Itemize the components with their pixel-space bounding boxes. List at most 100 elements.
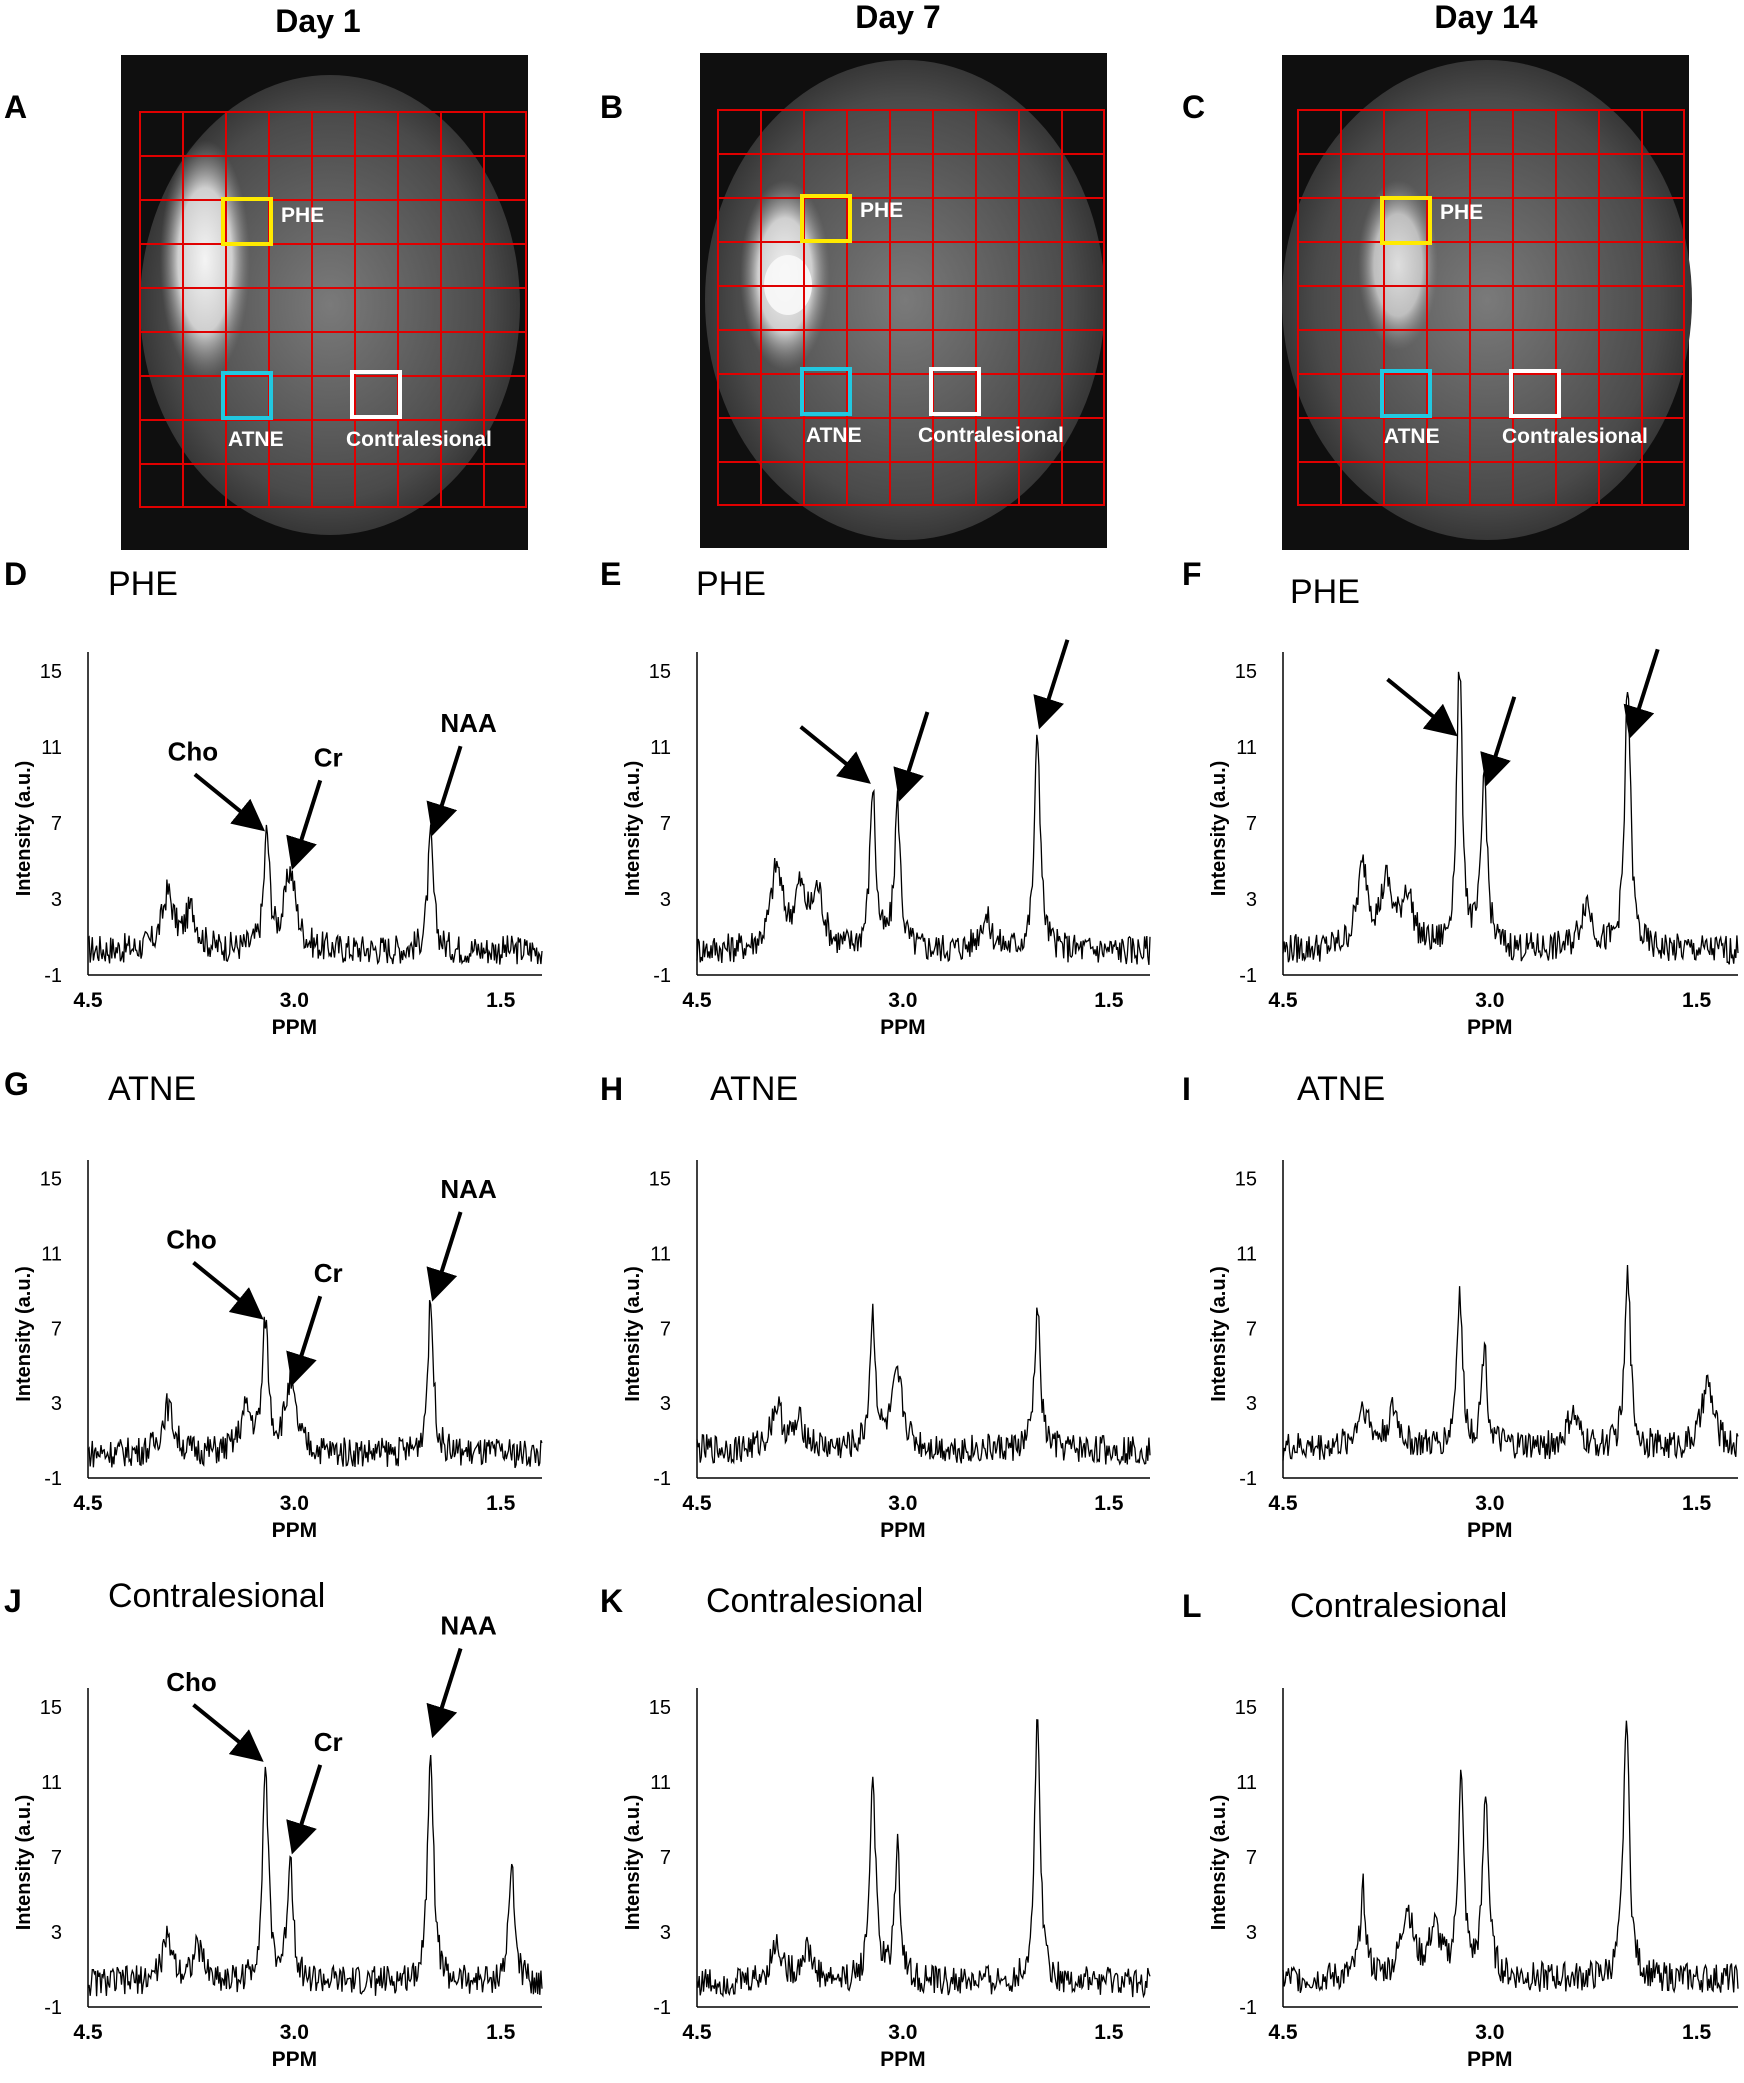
peak-label-naa: NAA [440,1174,497,1204]
x-tick-label: 3.0 [280,2021,309,2044]
peak-arrow [893,711,930,802]
y-axis-label: Intensity (a.u.) [1208,761,1230,897]
x-tick-label: 1.5 [1094,1492,1124,1515]
y-tick-label: 11 [650,1772,671,1794]
x-tick-label: 3.0 [280,1492,309,1515]
x-axis-label: PPM [1467,2048,1513,2071]
spectrum-title: ATNE [710,1070,798,1108]
y-tick-label: 3 [1246,1922,1257,1944]
x-tick-label: 1.5 [486,2021,516,2044]
y-tick-label: 11 [650,737,671,759]
panel-letter: E [600,556,621,592]
x-tick-label: 3.0 [1475,2021,1504,2044]
y-axis-label: Intensity (a.u.) [1208,1266,1230,1402]
x-axis-label: PPM [1467,1016,1513,1039]
peak-arrow [1480,696,1517,787]
x-tick-label: 4.5 [73,1492,103,1515]
peak-label-cho: Cho [166,1667,217,1697]
spectrum-line [696,1719,1151,1999]
voxel-grid [717,109,1105,506]
panel-letter: K [600,1583,623,1619]
peak-arrow [286,1295,323,1386]
y-tick-label: 11 [1236,737,1257,759]
y-tick-label: 15 [1235,1697,1257,1719]
x-axis-label: PPM [272,2048,318,2071]
x-axis-label: PPM [880,1016,926,1039]
x-tick-label: 3.0 [1475,1492,1504,1515]
spectrum-line [1282,671,1739,965]
y-axis-label: Intensity (a.u.) [13,1266,35,1402]
y-tick-label: 7 [51,1318,62,1340]
spectra-layer: D PHE 15 11 7 3 -1 4.5 3.0 1.5 PPM Intensity (a.u.)… [4,556,1739,2071]
y-tick-label: 15 [649,661,671,683]
y-tick-label: 11 [41,1772,62,1794]
y-tick-label: 11 [41,1244,62,1266]
y-tick-label: -1 [44,965,62,987]
y-tick-label: 3 [660,889,671,911]
panel-letter-C: C [1182,89,1205,125]
spectrum-panel-k: K Contralesional 15 11 7 3 -1 4.5 3.0 1.5 PPM Inten… [600,1582,1151,2071]
y-tick-label: 7 [660,813,671,835]
y-tick-label: 15 [40,1169,62,1191]
peak-label-cr: Cr [314,1727,343,1757]
day-title-2: Day 7 [855,0,940,35]
spectrum-title: Contralesional [108,1577,325,1615]
lesion-hyperintensity [160,140,250,380]
phe-voxel-label: PHE [281,204,324,227]
y-axis-label: Intensity (a.u.) [13,761,35,897]
x-tick-label: 1.5 [1094,989,1124,1012]
x-tick-label: 1.5 [1682,989,1712,1012]
x-axis-label: PPM [1467,1519,1513,1542]
peak-arrow [426,745,463,836]
x-tick-label: 1.5 [486,989,516,1012]
peak-label-cho: Cho [168,736,219,766]
y-tick-label: 7 [660,1318,671,1340]
peak-arrow [1386,677,1458,737]
spectrum-panel-f: F PHE 15 11 7 3 -1 4.5 3.0 1.5 PPM Intensity (a.u.) [1182,556,1739,1039]
panel-letter: D [4,556,27,592]
spectrum-line [1282,1720,1739,1994]
y-axis-label: Intensity (a.u.) [622,1795,644,1931]
y-tick-label: 15 [1235,661,1257,683]
contralesional-voxel-box [929,367,981,416]
spectrum-title: Contralesional [706,1582,923,1620]
spectrum-title: ATNE [108,1070,196,1108]
y-tick-label: 3 [51,1393,62,1415]
y-axis-label: Intensity (a.u.) [622,761,644,897]
peak-arrow [1033,639,1070,730]
phe-voxel-label: PHE [1440,201,1483,224]
panel-letter: L [1182,1588,1202,1624]
atne-voxel-box [221,371,273,420]
panel-letter: H [600,1071,623,1107]
y-tick-label: 15 [40,661,62,683]
atne-voxel-label: ATNE [228,428,284,451]
x-tick-label: 3.0 [888,2021,917,2044]
x-tick-label: 1.5 [1682,1492,1712,1515]
y-tick-label: 15 [649,1697,671,1719]
y-tick-label: -1 [1239,965,1257,987]
y-tick-label: 3 [1246,889,1257,911]
day-title-1: Day 1 [275,3,360,39]
x-axis-label: PPM [272,1519,318,1542]
x-tick-label: 1.5 [486,1492,516,1515]
spectrum-title: Contralesional [1290,1587,1507,1625]
spectrum-panel-h: H ATNE 15 11 7 3 -1 4.5 3.0 1.5 PPM Intensity (a.u.… [600,1070,1151,1542]
y-tick-label: 3 [660,1393,671,1415]
y-tick-label: 11 [650,1244,671,1266]
spectrum-line [87,1300,543,1469]
spectrum-panel-l: L Contralesional 15 11 7 3 -1 4.5 3.0 1.5 PPM Inten… [1182,1587,1739,2071]
peak-label-cr: Cr [314,742,343,772]
day-title-3: Day 14 [1434,0,1537,35]
y-tick-label: -1 [44,1468,62,1490]
x-tick-label: 3.0 [888,1492,917,1515]
contralesional-voxel-box [350,370,402,419]
peak-label-naa: NAA [440,1611,497,1641]
y-tick-label: 15 [1235,1169,1257,1191]
spectrum-panel-j: J Contralesional 15 11 7 3 -1 4.5 3.0 1.5 PPM Inten… [4,1577,543,2071]
y-tick-label: 11 [41,737,62,759]
phe-voxel-label: PHE [860,199,903,222]
y-tick-label: -1 [1239,1468,1257,1490]
x-tick-label: 4.5 [1268,989,1298,1012]
panel-letter: F [1182,556,1202,592]
peak-arrow [192,1703,264,1762]
